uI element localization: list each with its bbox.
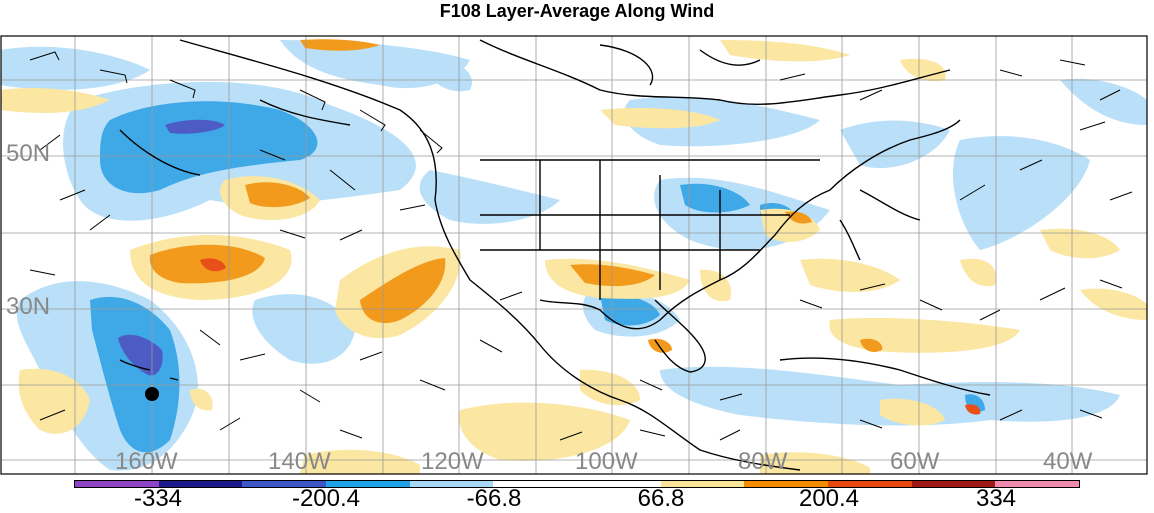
map-panel	[0, 35, 1148, 475]
positive-wind-dark-regions	[200, 258, 981, 415]
colorbar-swatch	[744, 481, 829, 487]
wind-barbs	[29, 51, 1133, 441]
colorbar	[74, 480, 1080, 488]
lon-label-40w: 40W	[1043, 448, 1093, 475]
lon-label-140w: 140W	[268, 448, 331, 475]
map-title: F108 Layer-Average Along Wind	[439, 1, 715, 21]
colorbar-swatch	[577, 481, 661, 487]
colorbar-label: 200.4	[798, 485, 860, 512]
colorbar-swatch	[493, 481, 578, 487]
colorbar-label: 334	[975, 485, 1017, 512]
colorbar-swatch	[326, 481, 410, 487]
coastlines	[119, 39, 991, 471]
colorbar-swatch	[911, 481, 996, 487]
lon-label-80w: 80W	[738, 448, 788, 475]
lon-label-160w: 160W	[115, 448, 178, 475]
lon-label-120w: 120W	[421, 448, 484, 475]
lon-label-100w: 100W	[575, 448, 638, 475]
map-frame	[0, 35, 1148, 475]
negative-wind-dark-regions	[118, 119, 225, 376]
colorbar-label: -66.8	[466, 485, 522, 512]
colorbar-swatch	[158, 481, 243, 487]
colorbar-swatch	[828, 481, 912, 487]
colorbar-label: -200.4	[291, 485, 361, 512]
negative-wind-mid-regions	[90, 101, 985, 453]
colorbar-swatch	[409, 481, 494, 487]
positive-wind-mid-regions	[149, 39, 883, 353]
lat-label-50n: 50N	[6, 140, 51, 167]
colorbar-swatch	[995, 481, 1080, 487]
colorbar-swatch	[660, 481, 745, 487]
lon-label-60w: 60W	[890, 448, 940, 475]
colorbar-swatch	[242, 481, 327, 487]
colorbar-swatch	[75, 481, 159, 487]
colorbar-label: -334	[133, 485, 183, 512]
lat-label-30n: 30N	[6, 293, 51, 320]
colorbar-label: 66.8	[637, 485, 685, 512]
station-marker	[145, 387, 159, 401]
